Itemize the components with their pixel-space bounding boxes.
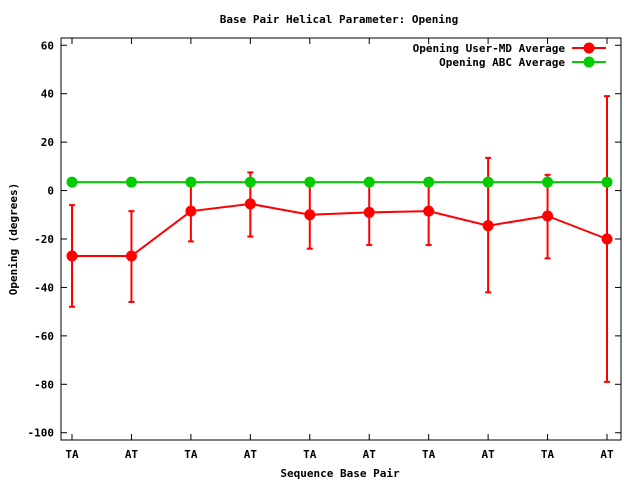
- y-tick-label: -60: [34, 330, 54, 343]
- y-tick-label: -80: [34, 378, 54, 391]
- data-point: [185, 177, 196, 188]
- data-point: [483, 220, 494, 231]
- data-point: [423, 206, 434, 217]
- x-tick-label: AT: [481, 448, 495, 461]
- x-tick-label: AT: [363, 448, 377, 461]
- x-tick-label: TA: [65, 448, 79, 461]
- y-axis: -100 -80 -60 -40 -20 0 20 40 60: [28, 39, 622, 439]
- x-axis: TA AT TA AT TA AT TA AT TA AT: [65, 38, 614, 461]
- series-1: [67, 96, 613, 382]
- data-point: [364, 177, 375, 188]
- data-point: [602, 234, 613, 245]
- x-tick-label: AT: [244, 448, 258, 461]
- y-tick-label: 0: [47, 185, 54, 198]
- data-point: [67, 177, 78, 188]
- x-tick-label: TA: [303, 448, 317, 461]
- y-tick-label: -40: [34, 281, 54, 294]
- data-point: [364, 207, 375, 218]
- series-line: [72, 204, 607, 256]
- y-tick-label: -20: [34, 233, 54, 246]
- y-axis-label: Opening (degrees): [7, 183, 20, 296]
- data-point: [542, 177, 553, 188]
- x-tick-label: AT: [600, 448, 614, 461]
- data-point: [423, 177, 434, 188]
- x-tick-label: TA: [541, 448, 555, 461]
- data-point: [245, 177, 256, 188]
- y-tick-label: 60: [41, 39, 54, 52]
- data-point: [126, 250, 137, 261]
- x-axis-label: Sequence Base Pair: [280, 467, 400, 480]
- series-2: [67, 177, 613, 188]
- y-tick-label: -100: [28, 427, 55, 440]
- data-point: [602, 177, 613, 188]
- y-tick-label: 40: [41, 88, 54, 101]
- legend-label: Opening ABC Average: [439, 56, 565, 69]
- data-point: [185, 206, 196, 217]
- data-point: [304, 209, 315, 220]
- legend-swatch-marker: [584, 57, 595, 68]
- chart-title: Base Pair Helical Parameter: Opening: [220, 13, 458, 26]
- data-point: [126, 177, 137, 188]
- legend-swatch-marker: [584, 43, 595, 54]
- x-tick-label: TA: [422, 448, 436, 461]
- x-tick-label: TA: [184, 448, 198, 461]
- data-point: [245, 198, 256, 209]
- y-tick-label: 20: [41, 136, 54, 149]
- data-point: [483, 177, 494, 188]
- legend-label: Opening User-MD Average: [413, 42, 566, 55]
- plot-frame: [61, 38, 621, 440]
- x-tick-label: AT: [125, 448, 139, 461]
- data-point: [304, 177, 315, 188]
- series-layer: [67, 96, 613, 382]
- data-point: [542, 210, 553, 221]
- data-point: [67, 250, 78, 261]
